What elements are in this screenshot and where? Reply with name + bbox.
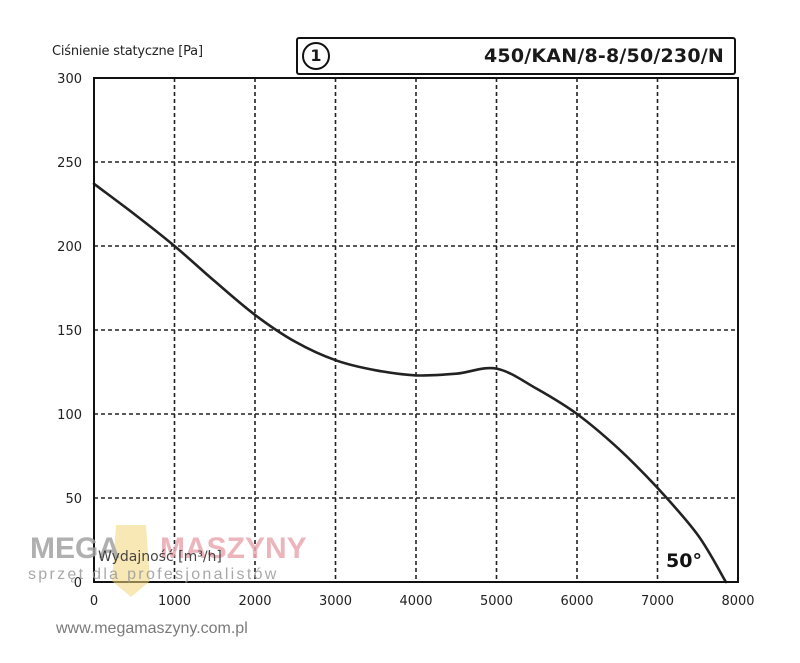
x-tick-label: 7000	[641, 594, 674, 609]
y-tick-label: 100	[57, 408, 82, 423]
curve-number-badge: 1	[302, 42, 330, 70]
blade-angle-label: 50°	[666, 550, 702, 572]
y-tick-label: 250	[57, 156, 82, 171]
model-title-box: 1 450/KAN/8-8/50/230/N	[296, 37, 736, 75]
x-tick-label: 8000	[721, 594, 754, 609]
tick-labels: 0 1000 2000 3000 4000 5000 6000 7000 8000 0 50 100 1…	[57, 72, 754, 609]
x-axis-label: Wydajność [m³/h]	[98, 549, 222, 565]
brand-logo-icon	[112, 525, 150, 597]
grid-lines	[94, 78, 738, 582]
y-axis-label: Ciśnienie statyczne [Pa]	[52, 44, 203, 59]
watermark-brand-maszyny: MASZYNY	[160, 532, 307, 565]
x-tick-label: 1000	[158, 594, 191, 609]
website-link[interactable]: www.megamaszyny.com.pl	[56, 620, 248, 637]
x-tick-label: 6000	[560, 594, 593, 609]
x-tick-label: 0	[90, 594, 98, 609]
x-tick-label: 3000	[319, 594, 352, 609]
x-tick-label: 2000	[238, 594, 271, 609]
y-tick-label: 0	[74, 576, 82, 591]
x-tick-label: 4000	[399, 594, 432, 609]
fan-curve-line	[92, 182, 728, 584]
y-tick-label: 50	[65, 492, 82, 507]
y-tick-label: 300	[57, 72, 82, 87]
x-tick-label: 5000	[480, 594, 513, 609]
watermark-tagline: sprzęt dla profesjonalistów	[28, 566, 279, 583]
watermark-brand-mega: MEGA	[30, 532, 120, 565]
y-tick-label: 150	[57, 324, 82, 339]
y-tick-label: 200	[57, 240, 82, 255]
model-name: 450/KAN/8-8/50/230/N	[483, 45, 724, 67]
plot-frame	[93, 77, 739, 583]
